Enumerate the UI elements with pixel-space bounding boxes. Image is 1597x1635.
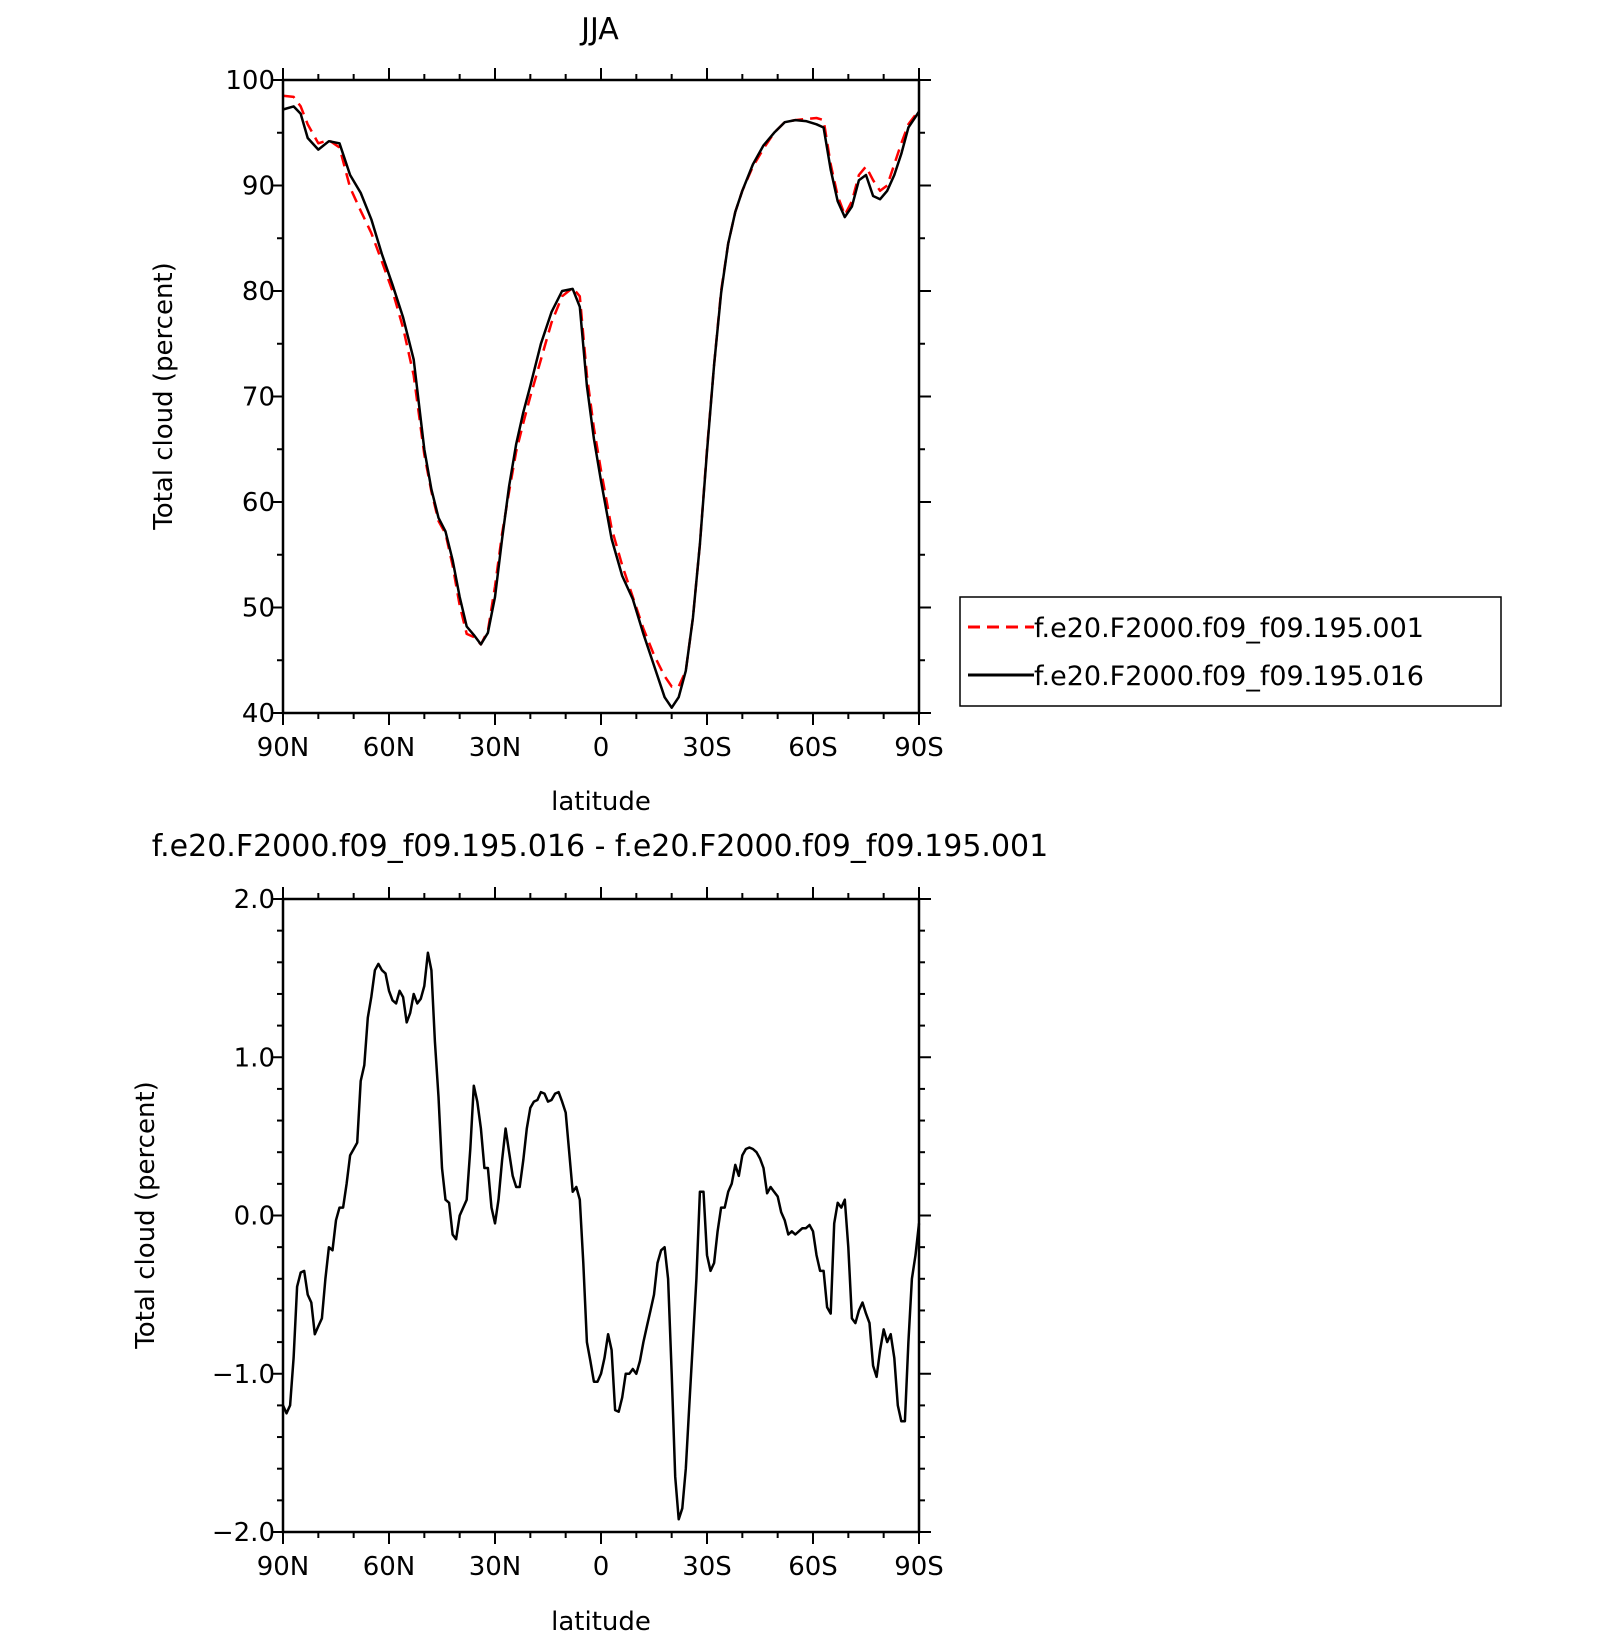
top-chart-title: JJA: [579, 12, 619, 47]
bottom-y-axis-label: Total cloud (percent): [131, 1081, 161, 1350]
top-y-tick-label: 70: [242, 383, 275, 413]
top-series-group: [282, 94, 921, 709]
legend-label-1: f.e20.F2000.f09_f09.195.016: [1034, 661, 1424, 692]
bot-x-tick-label: 0: [593, 1552, 610, 1582]
top-y-tick-label: 80: [242, 277, 275, 307]
top-series-line-1: [282, 105, 921, 709]
top-y-tick-labels: 40 50 60 70 80 90 100: [225, 66, 275, 729]
bot-x-tick-label: 90N: [257, 1552, 310, 1582]
bottom-y-tick-labels: −2.0 −1.0 0.0 1.0 2.0: [212, 885, 275, 1548]
top-series-line-0: [282, 94, 921, 688]
bot-y-tick-label: 1.0: [234, 1043, 275, 1073]
bot-y-tick-label: −2.0: [212, 1518, 275, 1548]
bottom-plot-frame: [281, 897, 921, 1534]
bot-x-tick-label: 60N: [363, 1552, 416, 1582]
bottom-x-tick-labels: 90N 60N 30N 0 30S 60S 90S: [257, 1552, 944, 1582]
top-x-tick-label: 90S: [894, 733, 944, 763]
bot-y-tick-label: 2.0: [234, 885, 275, 915]
top-x-tick-label: 60S: [788, 733, 838, 763]
bot-x-tick-label: 30N: [469, 1552, 522, 1582]
top-plot-frame: [281, 78, 921, 715]
top-y-axis-label: Total cloud (percent): [149, 262, 179, 531]
bottom-axis-ticks: [271, 887, 931, 1544]
bot-y-tick-label: 0.0: [234, 1202, 275, 1232]
bottom-series-group: [281, 951, 921, 1521]
bot-x-tick-label: 30S: [682, 1552, 732, 1582]
top-x-tick-label: 0: [593, 733, 610, 763]
top-x-tick-label: 30S: [682, 733, 732, 763]
bottom-x-axis-label: latitude: [551, 1607, 651, 1635]
top-y-tick-label: 100: [225, 66, 275, 96]
top-y-tick-label: 90: [242, 172, 275, 202]
top-panel: JJA 90N 60N 30N 0 30S 60S 90S 405060708090100 …: [149, 12, 1502, 817]
top-x-tick-labels: 90N 60N 30N 0 30S 60S 90S: [257, 733, 944, 763]
top-x-tick-label: 90N: [257, 733, 310, 763]
top-y-tick-label: 40: [242, 699, 275, 729]
bot-series-line-0: [281, 951, 921, 1521]
top-x-axis-label: latitude: [551, 787, 651, 817]
legend-box: [959, 596, 1502, 707]
legend: f.e20.F2000.f09_f09.195.001 f.e20.F2000.…: [959, 596, 1502, 707]
bot-x-tick-label: 60S: [788, 1552, 838, 1582]
legend-label-0: f.e20.F2000.f09_f09.195.001: [1034, 613, 1424, 644]
bottom-panel: f.e20.F2000.f09_f09.195.016 - f.e20.F200…: [131, 829, 1048, 1635]
top-x-tick-label: 60N: [363, 733, 416, 763]
bot-x-tick-label: 90S: [894, 1552, 944, 1582]
bottom-chart-title: f.e20.F2000.f09_f09.195.016 - f.e20.F200…: [152, 829, 1048, 864]
top-y-tick-label: 50: [242, 594, 275, 624]
top-x-tick-label: 30N: [469, 733, 522, 763]
top-y-tick-label: 60: [242, 488, 275, 518]
bot-y-tick-label: −1.0: [212, 1360, 275, 1390]
